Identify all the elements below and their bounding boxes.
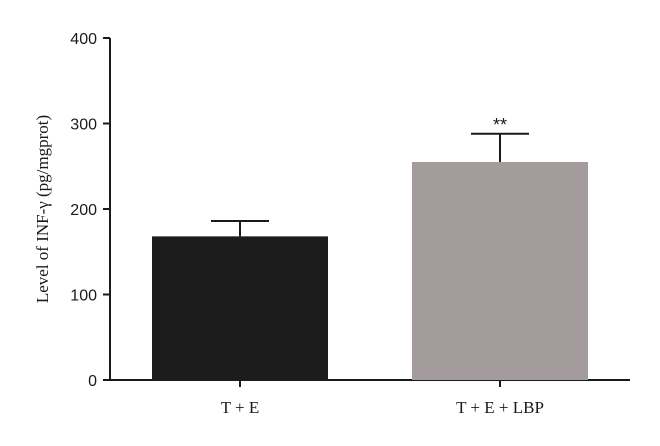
y-tick-label: 100 bbox=[70, 288, 97, 305]
y-axis-label: Level of INF-γ (pg/mgprot) bbox=[33, 115, 52, 303]
bar bbox=[412, 161, 588, 380]
y-tick-label: 400 bbox=[70, 31, 97, 48]
significance-marker: ** bbox=[493, 115, 507, 135]
x-axis: T + E T + E + LBP bbox=[110, 379, 630, 417]
y-axis: 0 100 200 300 400 bbox=[70, 31, 111, 390]
bar bbox=[152, 236, 328, 380]
y-tick-label: 200 bbox=[70, 202, 97, 219]
y-tick-label: 300 bbox=[70, 117, 97, 134]
y-tick-label: 0 bbox=[88, 373, 97, 390]
bars-group: ** bbox=[152, 115, 588, 380]
x-tick-label: T + E bbox=[221, 398, 260, 417]
x-tick-label: T + E + LBP bbox=[456, 398, 544, 417]
